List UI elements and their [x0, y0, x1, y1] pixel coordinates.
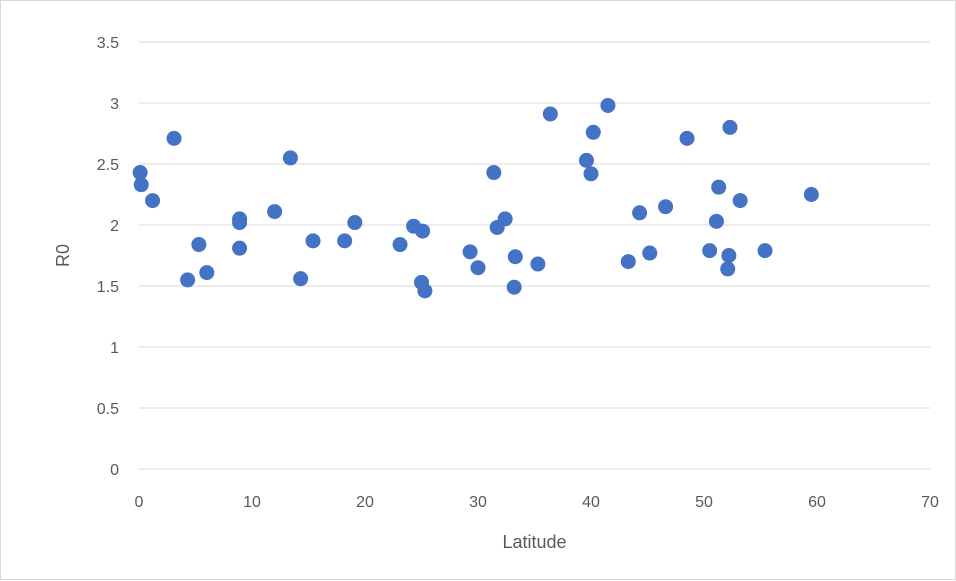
data-point [722, 119, 738, 135]
y-tick-label: 2.5 [97, 157, 119, 174]
x-axis-title: Latitude [502, 532, 566, 552]
x-tick-label: 60 [808, 494, 826, 511]
data-point [708, 213, 724, 229]
data-point [199, 265, 215, 281]
data-point [506, 279, 522, 295]
y-tick-label: 2 [110, 218, 119, 235]
data-point [632, 205, 648, 221]
x-tick-label: 40 [582, 494, 600, 511]
data-point [191, 237, 207, 253]
data-point [486, 165, 502, 181]
x-tick-label: 50 [695, 494, 713, 511]
data-point [470, 260, 486, 276]
data-point [600, 97, 616, 113]
x-tick-label: 30 [469, 494, 487, 511]
y-tick-label: 0 [110, 462, 119, 479]
data-point [267, 204, 283, 220]
data-point [337, 233, 353, 249]
data-point [232, 240, 248, 256]
x-tick-label: 20 [356, 494, 374, 511]
data-point [507, 249, 523, 265]
data-point [583, 166, 599, 182]
data-point [711, 179, 727, 195]
data-point [497, 211, 513, 227]
y-axis-tick-labels: 0 0.5 1 1.5 2 2.5 3 3.5 [97, 35, 119, 479]
gridlines [139, 41, 930, 409]
x-tick-label: 0 [135, 494, 144, 511]
y-tick-label: 1 [110, 340, 119, 357]
x-tick-label: 10 [243, 494, 261, 511]
data-point [578, 152, 594, 168]
data-point [702, 243, 718, 259]
x-tick-label: 70 [921, 494, 939, 511]
data-point [282, 150, 298, 166]
data-point [132, 165, 148, 181]
data-point [757, 243, 773, 259]
data-point [145, 193, 161, 209]
data-point [530, 256, 546, 272]
data-point [585, 124, 601, 140]
data-point [462, 244, 478, 260]
data-point [293, 271, 309, 287]
data-point [542, 106, 558, 122]
data-point [347, 215, 363, 231]
y-tick-label: 1.5 [97, 279, 119, 296]
data-point [620, 254, 636, 270]
x-axis-tick-labels: 0 10 20 30 40 50 60 70 [135, 494, 939, 511]
y-tick-label: 0.5 [97, 401, 119, 418]
y-tick-label: 3 [110, 96, 119, 113]
data-point [803, 187, 819, 202]
data-points [132, 97, 819, 299]
y-axis-title: R0 [53, 244, 73, 267]
data-point [721, 248, 737, 263]
data-point [166, 130, 182, 146]
data-point [232, 215, 248, 231]
data-point [417, 283, 433, 299]
data-point [305, 233, 321, 249]
data-point [392, 237, 408, 253]
data-point [133, 177, 149, 193]
y-tick-label: 3.5 [97, 35, 119, 52]
data-point [642, 245, 658, 261]
data-point [679, 130, 695, 146]
data-point [180, 272, 196, 288]
data-point [658, 199, 674, 215]
data-point [720, 261, 736, 277]
data-point [415, 223, 431, 239]
data-point [732, 193, 748, 209]
